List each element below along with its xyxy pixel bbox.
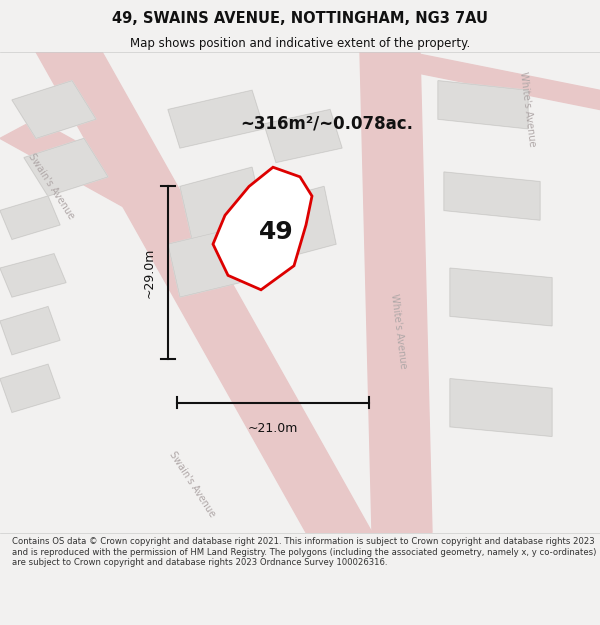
- Text: ~21.0m: ~21.0m: [248, 422, 298, 435]
- Polygon shape: [0, 196, 60, 239]
- Polygon shape: [168, 91, 264, 148]
- Polygon shape: [450, 379, 552, 436]
- Polygon shape: [450, 268, 552, 326]
- Polygon shape: [408, 52, 600, 109]
- Text: White's Avenue: White's Avenue: [389, 292, 409, 369]
- Polygon shape: [180, 168, 264, 239]
- Text: ~316m²/~0.078ac.: ~316m²/~0.078ac.: [240, 115, 413, 133]
- Polygon shape: [12, 81, 96, 138]
- Text: Contains OS data © Crown copyright and database right 2021. This information is : Contains OS data © Crown copyright and d…: [12, 537, 596, 567]
- Text: ~29.0m: ~29.0m: [143, 248, 156, 298]
- Polygon shape: [0, 254, 66, 297]
- Polygon shape: [0, 307, 60, 354]
- Polygon shape: [252, 186, 336, 263]
- Polygon shape: [0, 119, 192, 225]
- Text: White's Avenue: White's Avenue: [518, 71, 538, 148]
- Polygon shape: [0, 364, 60, 413]
- Polygon shape: [24, 138, 108, 196]
- Text: Swain's Avenue: Swain's Avenue: [26, 152, 76, 221]
- Text: 49, SWAINS AVENUE, NOTTINGHAM, NG3 7AU: 49, SWAINS AVENUE, NOTTINGHAM, NG3 7AU: [112, 11, 488, 26]
- Text: Map shows position and indicative extent of the property.: Map shows position and indicative extent…: [130, 38, 470, 51]
- Polygon shape: [213, 168, 312, 290]
- Text: Swain's Avenue: Swain's Avenue: [167, 450, 217, 519]
- Polygon shape: [264, 109, 342, 162]
- Polygon shape: [360, 52, 432, 532]
- Polygon shape: [438, 81, 528, 129]
- Polygon shape: [444, 172, 540, 220]
- Text: 49: 49: [259, 220, 293, 244]
- Polygon shape: [36, 52, 372, 532]
- Polygon shape: [168, 230, 240, 297]
